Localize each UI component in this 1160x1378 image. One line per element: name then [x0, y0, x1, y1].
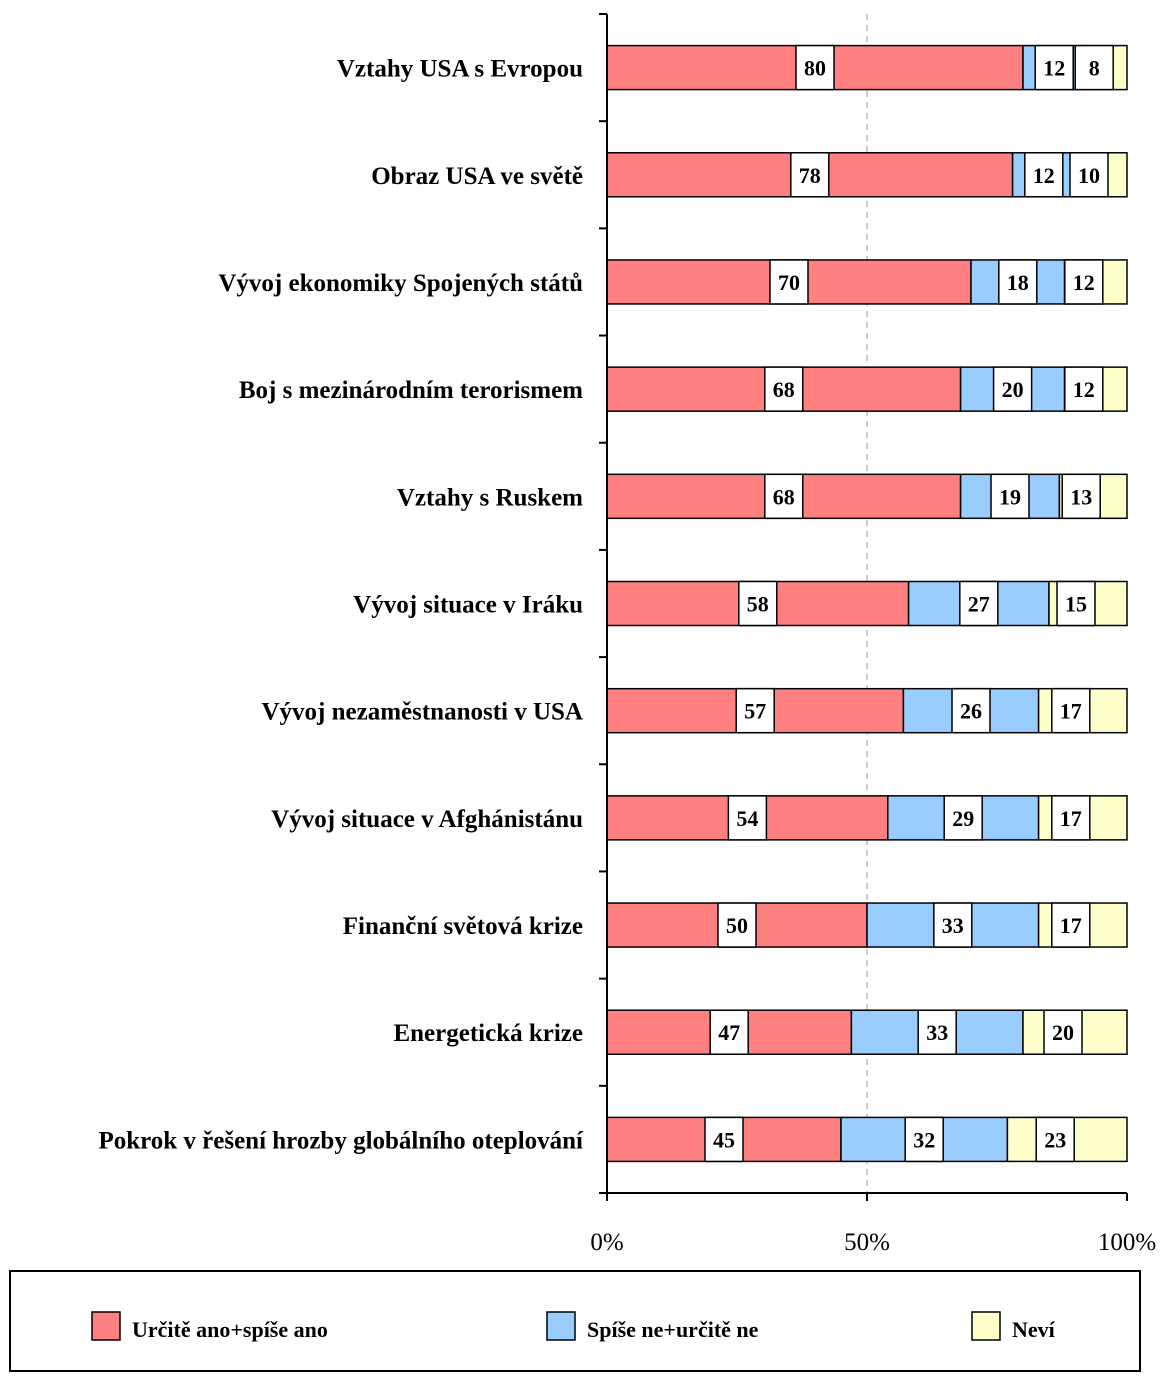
data-label-box-1-row-4: [764, 366, 804, 412]
data-label-1-row-4: 68: [773, 377, 795, 402]
data-label-3-row-5: 13: [1070, 484, 1092, 509]
data-label-box-2-row-2: [1024, 152, 1064, 198]
data-label-2-row-10: 33: [926, 1020, 948, 1045]
category-label-8: Vývoj situace v Afghánistánu: [271, 806, 583, 833]
category-label-5: Vztahy s Ruskem: [397, 484, 583, 511]
data-label-1-row-10: 47: [718, 1020, 740, 1045]
x-tick-labels: 0% 50% 100%: [590, 1229, 1156, 1256]
data-label-3-row-9: 17: [1060, 913, 1082, 938]
axes: [599, 13, 1128, 1201]
data-label-3-row-1: 8: [1089, 56, 1100, 81]
data-label-box-3-row-11: [1035, 1116, 1075, 1163]
category-label-11: Pokrok v řešení hrozby globálního oteplo…: [98, 1127, 584, 1154]
legend: Určitě ano+spíše ano Spíše ne+určitě ne Ne…: [9, 1270, 1141, 1372]
x-tick-label-2: 100%: [1098, 1229, 1156, 1256]
data-label-box-2-row-11: [904, 1116, 944, 1163]
data-label-2-row-7: 26: [960, 699, 982, 724]
data-label-3-row-3: 12: [1073, 270, 1095, 295]
data-label-2-row-8: 29: [952, 806, 974, 831]
data-label-2-row-2: 12: [1033, 163, 1055, 188]
data-label-box-2-row-4: [992, 366, 1033, 412]
category-label-9: Finanční světová krize: [343, 913, 583, 940]
data-label-3-row-2: 10: [1078, 163, 1100, 188]
data-label-box-1-row-11: [704, 1116, 744, 1163]
x-tick-label-1: 50%: [844, 1229, 890, 1256]
data-label-box-1-row-6: [738, 580, 778, 627]
data-label-1-row-7: 57: [744, 699, 766, 724]
data-label-box-3-row-2: [1069, 152, 1109, 198]
data-label-box-3-row-3: [1064, 259, 1104, 305]
category-labels: Vztahy USA s Evropou Obraz USA ve světě Vý…: [98, 56, 584, 1155]
data-label-box-3-row-10: [1043, 1009, 1083, 1055]
data-label-1-row-11: 45: [713, 1127, 735, 1152]
data-label-box-1-row-7: [735, 687, 775, 734]
category-label-2: Obraz USA ve světě: [371, 163, 583, 190]
category-label-10: Energetická krize: [393, 1020, 583, 1047]
data-label-1-row-2: 78: [799, 163, 821, 188]
category-label-4: Boj s mezinárodním terorismem: [239, 377, 583, 404]
bars: 80 12 8 78 12 10 70 18 12 68 20 12 68 19 13 58 27 15 57 26 1…: [606, 44, 1128, 1163]
data-label-2-row-4: 20: [1002, 377, 1024, 402]
data-label-1-row-5: 68: [773, 484, 795, 509]
data-label-3-row-6: 15: [1065, 592, 1087, 617]
data-label-box-3-row-9: [1051, 902, 1091, 948]
data-label-box-3-row-4: [1064, 366, 1104, 412]
data-label-box-1-row-3: [769, 259, 809, 305]
legend-swatch-1: [91, 1311, 121, 1341]
data-label-3-row-10: 20: [1052, 1020, 1074, 1045]
data-label-3-row-11: 23: [1044, 1127, 1066, 1152]
data-label-box-3-row-6: [1056, 580, 1096, 627]
data-label-3-row-4: 12: [1073, 377, 1095, 402]
legend-swatch-2: [546, 1311, 576, 1341]
data-label-1-row-9: 50: [726, 913, 748, 938]
legend-label-3: Neví: [1012, 1317, 1056, 1342]
data-label-box-3-row-5: [1061, 473, 1101, 520]
data-label-box-1-row-8: [727, 795, 768, 841]
category-label-6: Vývoj situace v Iráku: [353, 592, 583, 619]
data-label-2-row-5: 19: [999, 484, 1021, 509]
data-label-3-row-7: 17: [1060, 699, 1082, 724]
data-label-box-3-row-7: [1051, 687, 1091, 734]
data-label-1-row-1: 80: [804, 56, 826, 81]
category-label-7: Vývoj nezaměstnanosti v USA: [261, 699, 583, 726]
data-label-2-row-1: 12: [1043, 56, 1065, 81]
data-label-box-1-row-1: [795, 44, 835, 91]
data-label-1-row-6: 58: [747, 592, 769, 617]
data-label-box-2-row-6: [959, 580, 999, 627]
data-label-box-3-row-1: [1074, 44, 1114, 91]
data-label-box-2-row-7: [951, 687, 991, 734]
data-label-box-2-row-10: [917, 1009, 957, 1055]
data-label-2-row-11: 32: [913, 1127, 935, 1152]
data-label-box-2-row-5: [990, 473, 1030, 520]
data-label-1-row-3: 70: [778, 270, 800, 295]
data-label-box-1-row-5: [764, 473, 804, 520]
legend-label-2: Spíše ne+určitě ne: [587, 1317, 759, 1342]
x-tick-label-0: 0%: [590, 1229, 623, 1256]
data-label-box-2-row-8: [943, 795, 983, 841]
data-label-box-1-row-2: [790, 152, 830, 198]
data-label-3-row-8: 17: [1060, 806, 1082, 831]
data-label-2-row-6: 27: [968, 592, 990, 617]
legend-swatch-3: [971, 1311, 1001, 1341]
data-label-box-2-row-9: [933, 902, 973, 948]
category-label-3: Vývoj ekonomiky Spojených států: [218, 270, 583, 297]
data-label-box-1-row-10: [709, 1009, 749, 1055]
data-label-2-row-9: 33: [942, 913, 964, 938]
data-label-1-row-8: 54: [736, 806, 758, 831]
category-label-1: Vztahy USA s Evropou: [337, 56, 583, 83]
legend-label-1: Určitě ano+spíše ano: [132, 1317, 328, 1342]
data-label-box-1-row-9: [717, 902, 757, 948]
data-label-2-row-3: 18: [1007, 270, 1029, 295]
data-label-box-3-row-8: [1051, 795, 1091, 841]
data-label-box-2-row-1: [1034, 44, 1074, 91]
data-label-box-2-row-3: [998, 259, 1038, 305]
